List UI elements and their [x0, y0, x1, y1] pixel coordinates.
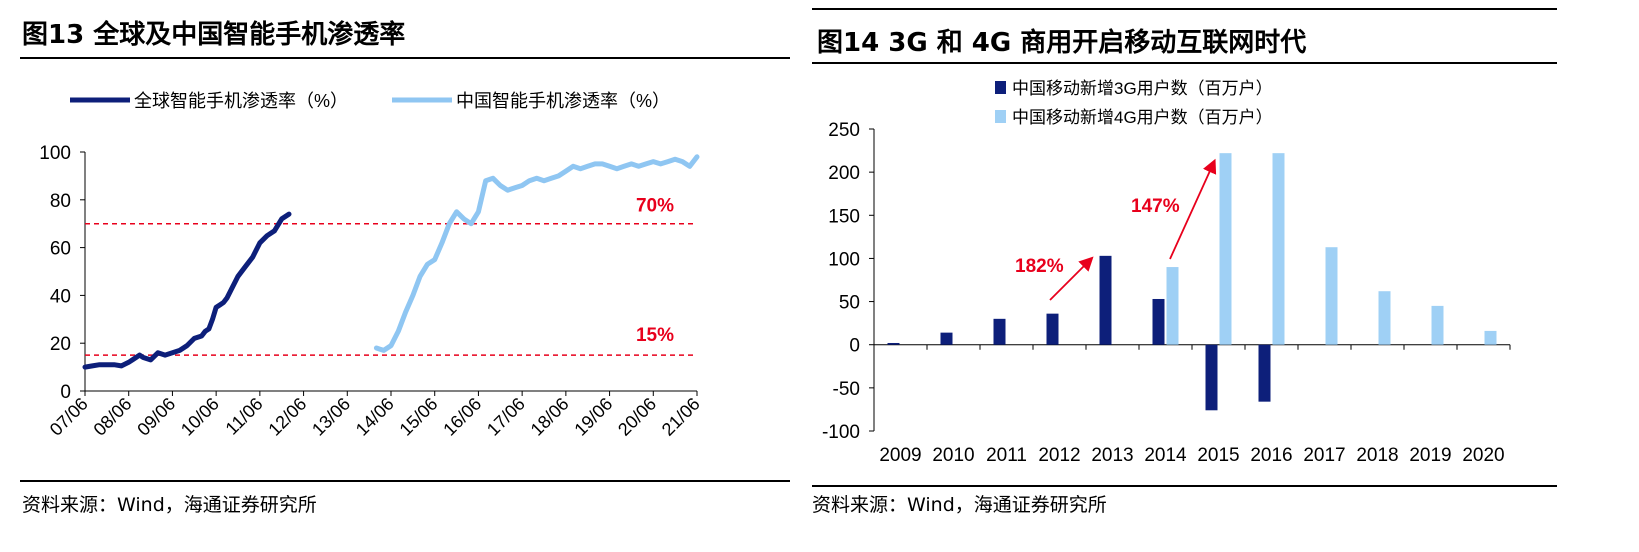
x-tick-label: 2014 [1144, 445, 1187, 466]
y-tick-label: 50 [839, 293, 860, 314]
bar-4g [1219, 153, 1232, 345]
y-tick-label: 150 [828, 206, 860, 227]
x-tick-label: 2015 [1197, 445, 1239, 466]
left-line-chart: 02040608010007/0608/0609/0610/0611/0612/… [39, 91, 704, 440]
bar-3g [993, 318, 1006, 345]
left-footer-rule [20, 480, 790, 482]
x-tick-label: 17/06 [483, 394, 529, 440]
bar-4g [1272, 153, 1285, 345]
left-source-note: 资料来源：Wind，海通证券研究所 [22, 494, 317, 516]
x-tick-label: 2019 [1409, 445, 1451, 466]
y-tick-label: 0 [60, 382, 71, 403]
y-tick-label: 20 [50, 334, 71, 355]
right-top-rule [812, 8, 1557, 10]
bar-4g [1166, 267, 1179, 345]
x-tick-label: 2016 [1250, 445, 1292, 466]
right-bar-chart: -100 -50 0 50 100 150 200 250 2009 2010 2011 2012 20… [822, 79, 1511, 466]
x-tick-label: 13/06 [308, 394, 354, 440]
right-panel: 图14 3G 和 4G 商用开启移动互联网时代 资料来源：Wind，海通证券研究… [812, 0, 1639, 552]
x-tick-label: 10/06 [177, 394, 223, 440]
x-tick-label: 08/06 [90, 394, 136, 440]
x-tick-label: 2017 [1303, 445, 1345, 466]
bar-3g [1258, 344, 1271, 402]
x-tick-label: 2020 [1462, 445, 1504, 466]
x-tick-label: 2018 [1356, 445, 1398, 466]
x-tick-label: 18/06 [527, 394, 573, 440]
bar-3g [1046, 313, 1059, 345]
x-tick-label: 21/06 [658, 394, 704, 440]
y-tick-label: 100 [39, 143, 71, 164]
y-tick-label: -50 [833, 379, 860, 400]
right-footer-rule [812, 485, 1557, 487]
global-penetration-line [82, 211, 292, 370]
x-tick-label: 2011 [986, 445, 1027, 466]
y-tick-label: 100 [828, 249, 860, 270]
bar-4g [1484, 330, 1497, 345]
x-tick-label: 2010 [932, 445, 974, 466]
x-tick-label: 2012 [1038, 445, 1080, 466]
x-tick-label: 19/06 [570, 394, 616, 440]
bar-4g [1378, 291, 1391, 345]
x-tick-label: 2009 [879, 445, 921, 466]
x-tick-label: 20/06 [614, 394, 660, 440]
y-tick-label: -100 [822, 422, 860, 443]
growth-arrow-3g [1049, 256, 1094, 301]
china-penetration-line [373, 154, 700, 353]
left-title-rule [20, 57, 790, 59]
reference-line-label: 15% [636, 325, 674, 346]
bar-3g [887, 342, 900, 345]
legend-label-china: 中国智能手机渗透率（%） [456, 91, 670, 111]
annotation-182-percent: 182% [1015, 256, 1064, 277]
legend-swatch-3g [995, 81, 1006, 94]
y-tick-label: 60 [50, 239, 71, 260]
growth-arrow-4g [1169, 158, 1217, 260]
bar-3g [940, 332, 953, 345]
legend-label-3g: 中国移动新增3G用户数（百万户） [1012, 79, 1273, 98]
x-tick-label: 16/06 [439, 394, 485, 440]
y-tick-label: 40 [50, 286, 71, 307]
x-tick-label: 15/06 [396, 394, 442, 440]
bar-3g [1152, 298, 1165, 345]
bar-4g [1325, 247, 1338, 345]
left-panel: 图13 全球及中国智能手机渗透率 资料来源：Wind，海通证券研究所 0 20 40… [0, 0, 812, 552]
y-tick-label: 250 [828, 120, 860, 141]
legend-label-4g: 中国移动新增4G用户数（百万户） [1012, 108, 1273, 127]
x-tick-label: 14/06 [352, 394, 398, 440]
right-source-note: 资料来源：Wind，海通证券研究所 [812, 494, 1107, 516]
legend-label-global: 全球智能手机渗透率（%） [134, 91, 348, 111]
legend-swatch-4g [995, 110, 1006, 123]
x-tick-label: 2013 [1091, 445, 1133, 466]
y-tick-label: 80 [50, 191, 71, 212]
right-title-rule [812, 62, 1557, 64]
bar-4g [1431, 305, 1444, 345]
x-tick-label: 11/06 [222, 394, 267, 439]
y-tick-label: 0 [849, 336, 860, 357]
reference-line-label: 70% [636, 196, 674, 217]
y-tick-label: 200 [828, 163, 860, 184]
x-tick-label: 09/06 [133, 394, 179, 440]
annotation-147-percent: 147% [1131, 196, 1180, 217]
x-tick-label: 12/06 [264, 394, 310, 440]
right-chart-title: 图14 3G 和 4G 商用开启移动互联网时代 [817, 28, 1307, 58]
left-chart-title: 图13 全球及中国智能手机渗透率 [22, 20, 406, 50]
bar-3g [1205, 344, 1218, 411]
bar-3g [1099, 255, 1112, 345]
